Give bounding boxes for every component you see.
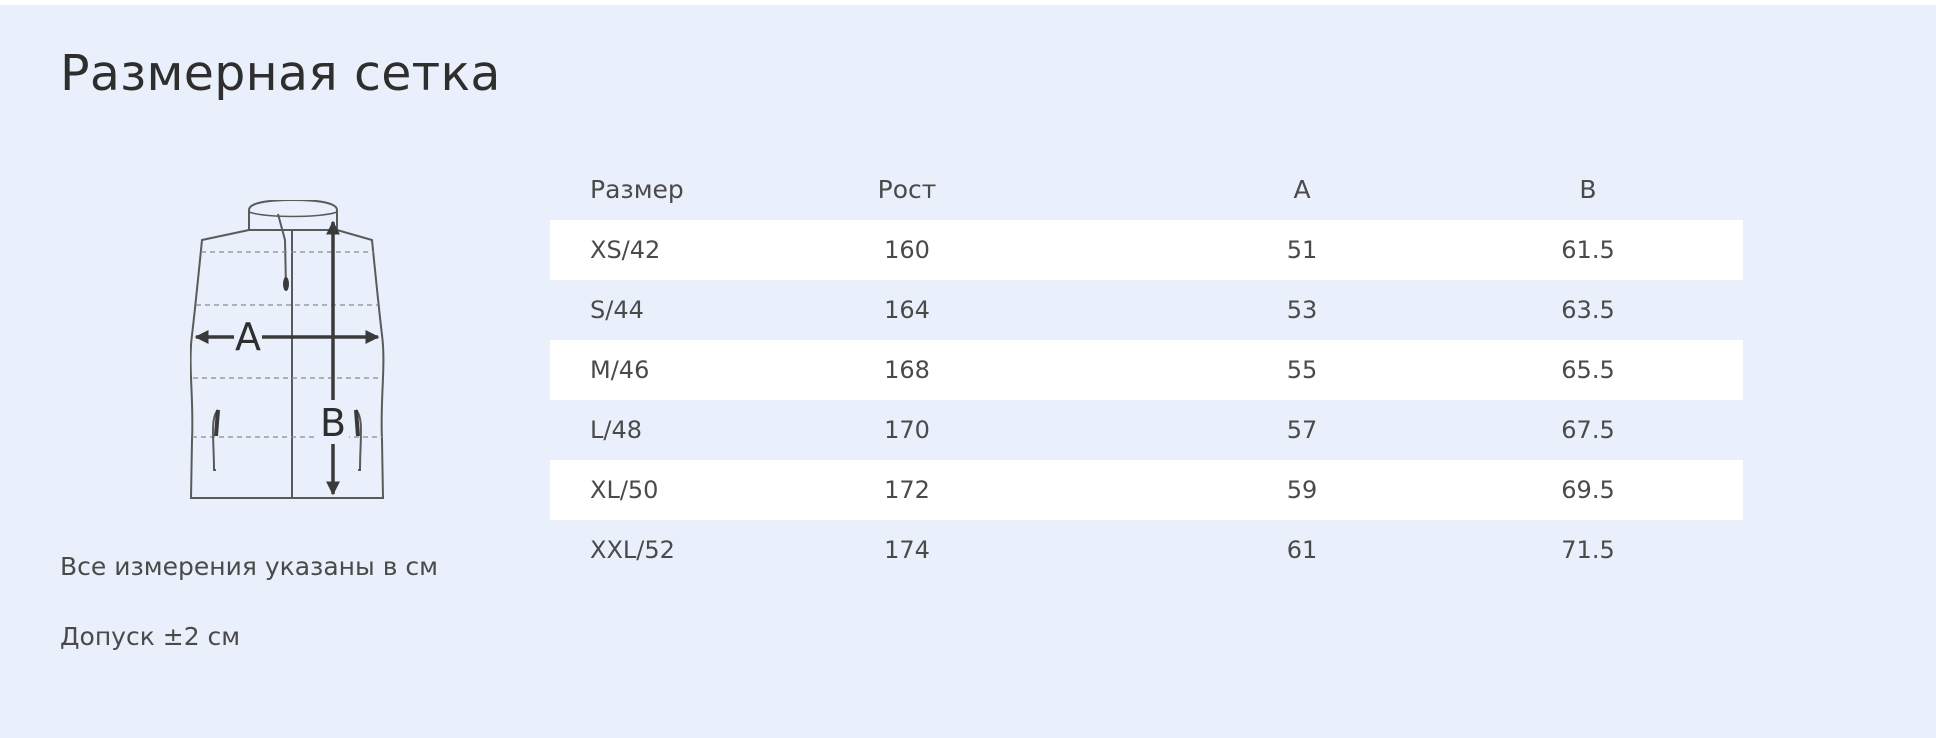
vest-outline: [190, 229, 385, 499]
cell-size: XXL/52: [590, 536, 675, 564]
cell-b: 63.5: [1561, 296, 1615, 324]
cell-height: 164: [884, 296, 930, 324]
cell-b: 67.5: [1561, 416, 1615, 444]
cell-size: XS/42: [590, 236, 661, 264]
cell-height: 174: [884, 536, 930, 564]
units-note: Все измерения указаны в см: [60, 552, 438, 581]
cell-b: 61.5: [1561, 236, 1615, 264]
cell-height: 168: [884, 356, 930, 384]
table-row: S/44 164 53 63.5: [550, 280, 1743, 340]
cell-a: 51: [1286, 236, 1318, 264]
cell-a: 53: [1286, 296, 1318, 324]
cell-height: 170: [884, 416, 930, 444]
cell-a: 61: [1286, 536, 1318, 564]
table-row: XL/50 172 59 69.5: [550, 460, 1743, 520]
cell-a: 59: [1286, 476, 1318, 504]
table-row: XXL/52 174 61 71.5: [550, 520, 1743, 580]
tolerance-note: Допуск ±2 см: [60, 622, 241, 651]
header-b: B: [1579, 175, 1597, 204]
size-table: Размер Рост A B XS/42 160 51 61.5 S/44 1…: [550, 160, 1743, 580]
size-chart-panel: Размерная сетка A: [0, 5, 1936, 738]
table-row: L/48 170 57 67.5: [550, 400, 1743, 460]
cell-height: 172: [884, 476, 930, 504]
cell-b: 65.5: [1561, 356, 1615, 384]
cell-b: 69.5: [1561, 476, 1615, 504]
header-a: A: [1293, 175, 1311, 204]
cell-b: 71.5: [1561, 536, 1615, 564]
cell-height: 160: [884, 236, 930, 264]
measure-b-label: B: [320, 401, 346, 445]
cell-size: M/46: [590, 356, 650, 384]
vest-measurement-diagram: A B: [190, 200, 385, 499]
table-row: XS/42 160 51 61.5: [550, 220, 1743, 280]
cell-a: 55: [1286, 356, 1318, 384]
table-header: Размер Рост A B: [550, 160, 1743, 220]
cell-size: S/44: [590, 296, 644, 324]
vest-collar: [248, 200, 338, 231]
header-size: Размер: [590, 175, 684, 204]
cell-size: XL/50: [590, 476, 659, 504]
table-row: M/46 168 55 65.5: [550, 340, 1743, 400]
header-height: Рост: [877, 175, 937, 204]
vest-quilting-lines: [192, 251, 382, 438]
measure-a-label: A: [235, 315, 261, 359]
page-title: Размерная сетка: [60, 45, 501, 102]
cell-a: 57: [1286, 416, 1318, 444]
cell-size: L/48: [590, 416, 642, 444]
